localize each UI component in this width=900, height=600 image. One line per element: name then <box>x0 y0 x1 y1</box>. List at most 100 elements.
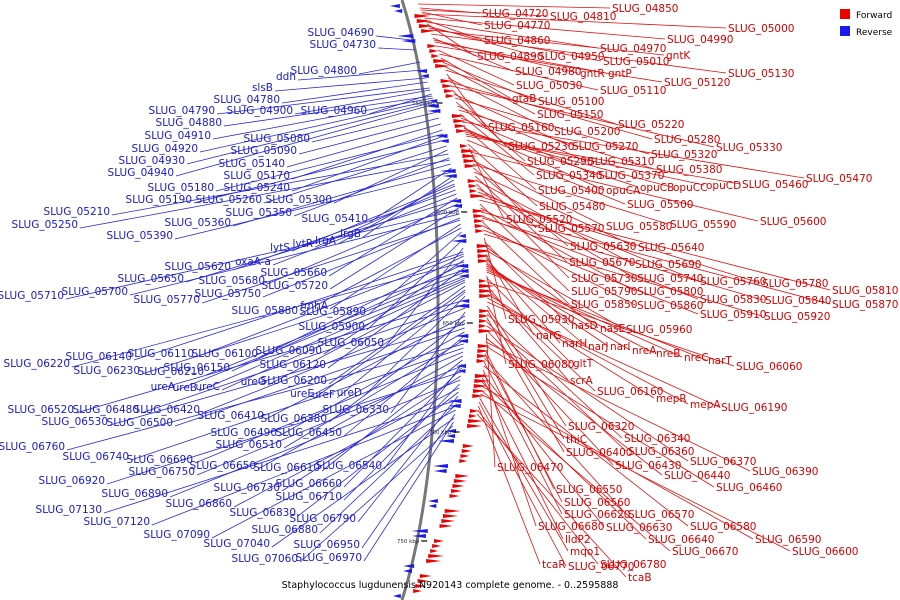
forward-feature-arrow <box>476 354 488 358</box>
reverse-gene-label: SLUG_05620 <box>165 261 231 273</box>
forward-feature-arrow <box>445 94 455 98</box>
forward-feature-arrow <box>479 294 494 298</box>
forward-feature-arrow <box>474 219 486 223</box>
reverse-leader-line <box>174 327 465 427</box>
reverse-leader-line <box>106 371 462 485</box>
reverse-gene-label: SLUG_05710 <box>0 290 64 302</box>
forward-leader-line <box>480 207 636 292</box>
reverse-leader-line <box>278 331 465 437</box>
reverse-leader-line <box>271 417 455 548</box>
forward-gene-label: SLUG_05400 <box>538 185 604 197</box>
forward-gene-label: SLUG_05580 <box>606 221 672 233</box>
forward-feature-arrow <box>454 124 467 128</box>
reverse-leader-line <box>361 413 456 549</box>
forward-gene-label: nasD <box>571 320 598 332</box>
forward-leader-line <box>481 215 699 300</box>
reverse-leader-line <box>198 277 466 392</box>
reverse-gene-label: ureC <box>195 381 220 393</box>
reverse-leader-line <box>294 89 431 115</box>
reverse-gene-label: SLUG_04790 <box>149 105 215 117</box>
forward-gene-label: SLUG_05850 <box>571 299 637 311</box>
forward-leader-line <box>483 369 537 527</box>
reverse-leader-line <box>215 133 444 192</box>
reverse-gene-label: SLUG_06050 <box>318 337 384 349</box>
forward-gene-label: SLUG_06460 <box>716 482 782 494</box>
reverse-leader-line <box>297 391 459 517</box>
forward-feature-arrow <box>468 184 478 188</box>
forward-gene-label: SLUG_05730 <box>571 273 637 285</box>
reverse-leader-line <box>298 117 440 155</box>
reverse-leader-line <box>314 185 456 248</box>
label-leader-lines <box>65 3 831 578</box>
forward-leader-line <box>465 135 741 185</box>
forward-leader-line <box>433 39 579 74</box>
forward-gene-label: SLUG_05800 <box>637 286 703 298</box>
forward-leader-line <box>486 321 627 452</box>
reverse-feature-arrow <box>423 104 439 108</box>
forward-gene-label: SLUG_05220 <box>618 119 684 131</box>
forward-feature-arrow <box>474 374 491 378</box>
forward-feature-arrow <box>455 474 470 478</box>
reverse-gene-label: lytS <box>270 242 290 254</box>
forward-feature-arrow <box>430 549 439 553</box>
forward-gene-label: SLUG_06680 <box>538 521 604 533</box>
forward-leader-line <box>470 155 537 229</box>
reverse-gene-label: SLUG_06450 <box>276 427 342 439</box>
reverse-leader-line <box>140 303 466 414</box>
forward-feature-arrow <box>449 494 460 498</box>
reverse-feature-arrow <box>397 34 414 38</box>
reverse-leader-line <box>336 291 466 399</box>
forward-leader-line <box>431 33 727 74</box>
forward-leader-line <box>450 85 715 148</box>
reverse-gene-label: SLUG_04730 <box>310 39 376 51</box>
forward-gene-label: SLUG_04970 <box>600 43 666 55</box>
reverse-leader-line <box>291 129 443 180</box>
forward-gene-label: SLUG_05150 <box>537 109 603 121</box>
forward-feature-arrow <box>469 189 478 193</box>
reverse-gene-label: SLUG_06230 <box>74 365 140 377</box>
forward-feature-arrow <box>433 59 450 63</box>
legend-forward-label: Forward <box>856 11 892 21</box>
legend-reverse-label: Reverse <box>856 28 893 38</box>
reverse-gene-label: SLUG_06200 <box>261 375 327 387</box>
forward-gene-label: SLUG_06550 <box>556 484 622 496</box>
reverse-leader-line <box>343 383 460 501</box>
forward-feature-arrow <box>451 114 466 118</box>
forward-gene-label: opuCB <box>640 182 674 194</box>
reverse-leader-line <box>272 193 457 266</box>
forward-gene-label: SLUG_06440 <box>664 470 730 482</box>
reverse-feature-arrow <box>403 564 415 568</box>
forward-feature-arrow <box>473 384 488 388</box>
forward-gene-label: SLUG_05830 <box>700 294 766 306</box>
reverse-gene-label: SLUG_06650 <box>190 460 256 472</box>
reverse-gene-label: SLUG_06890 <box>102 488 168 500</box>
reverse-gene-label: SLUG_06100 <box>192 348 258 360</box>
forward-leader-line <box>476 413 627 578</box>
legend-reverse-swatch <box>840 26 850 36</box>
forward-feature-arrow <box>472 394 485 398</box>
forward-gene-label: SLUG_06160 <box>597 386 663 398</box>
reverse-gene-label: SLUG_06120 <box>260 359 326 371</box>
reverse-leader-line <box>323 259 465 355</box>
forward-gene-label: SLUG_05270 <box>572 141 638 153</box>
reverse-gene-label: SLUG_07130 <box>36 504 102 516</box>
forward-gene-label: SLUG_06570 <box>628 509 694 521</box>
forward-leader-line <box>439 53 599 91</box>
reverse-gene-label: SLUG_05770 <box>134 294 200 306</box>
reverse-feature-arrow <box>454 264 469 268</box>
reverse-feature-arrow <box>455 334 469 338</box>
reverse-gene-label: SLUG_06860 <box>166 498 232 510</box>
forward-gene-label: SLUG_06620 <box>564 509 630 521</box>
forward-gene-label: SLUG_05230 <box>508 141 574 153</box>
forward-gene-label: SLUG_04890 <box>477 51 543 63</box>
forward-leader-line <box>474 171 637 248</box>
forward-feature-arrow <box>416 19 432 23</box>
forward-leader-line <box>477 187 636 279</box>
forward-feature-arrow <box>442 84 454 88</box>
reverse-leader-line <box>223 95 433 127</box>
forward-leader-line <box>485 249 625 330</box>
forward-leader-line <box>457 105 587 162</box>
reverse-gene-label: SLUG_06730 <box>214 482 280 494</box>
forward-leader-line <box>426 21 599 49</box>
reverse-leader-line <box>291 183 455 252</box>
